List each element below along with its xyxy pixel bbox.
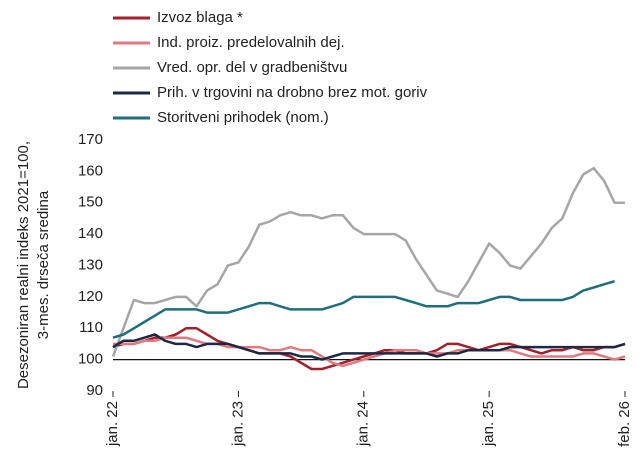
- y-tick-label: 150: [78, 194, 103, 211]
- y-tick-label: 130: [78, 256, 103, 273]
- y-tick-label: 90: [86, 382, 103, 399]
- series-line: [111, 166, 625, 357]
- x-tick-label: feb. 26: [616, 401, 633, 447]
- x-tick-label: jan. 22: [104, 401, 121, 447]
- legend-label: Izvoz blaga *: [157, 9, 243, 26]
- series-line: [112, 280, 615, 339]
- y-tick-label: 100: [78, 351, 103, 368]
- legend-label: Ind. proiz. predelovalnih dej.: [157, 34, 345, 51]
- legend-label: Storitveni prihodek (nom.): [157, 109, 329, 126]
- y-tick-label: 160: [78, 162, 103, 179]
- series-line: [113, 336, 626, 368]
- legend-label: Vred. opr. del v gradbeništvu: [157, 59, 347, 76]
- series-line: [112, 333, 626, 361]
- y-tick-label: 170: [78, 131, 103, 148]
- x-tick-label: jan. 25: [480, 401, 497, 447]
- x-tick-label: jan. 24: [355, 401, 372, 447]
- y-tick-label: 110: [79, 319, 103, 336]
- series-line: [112, 327, 626, 371]
- y-axis-label: Desezoniran realni indeks 2021=100,: [15, 141, 32, 389]
- y-tick-label: 140: [78, 225, 103, 242]
- y-tick-label: 120: [78, 288, 103, 305]
- y-axis-label: 3-mes. drseča sredina: [35, 190, 52, 339]
- x-tick-label: jan. 23: [229, 401, 246, 447]
- legend-label: Prih. v trgovini na drobno brez mot. gor…: [157, 84, 428, 101]
